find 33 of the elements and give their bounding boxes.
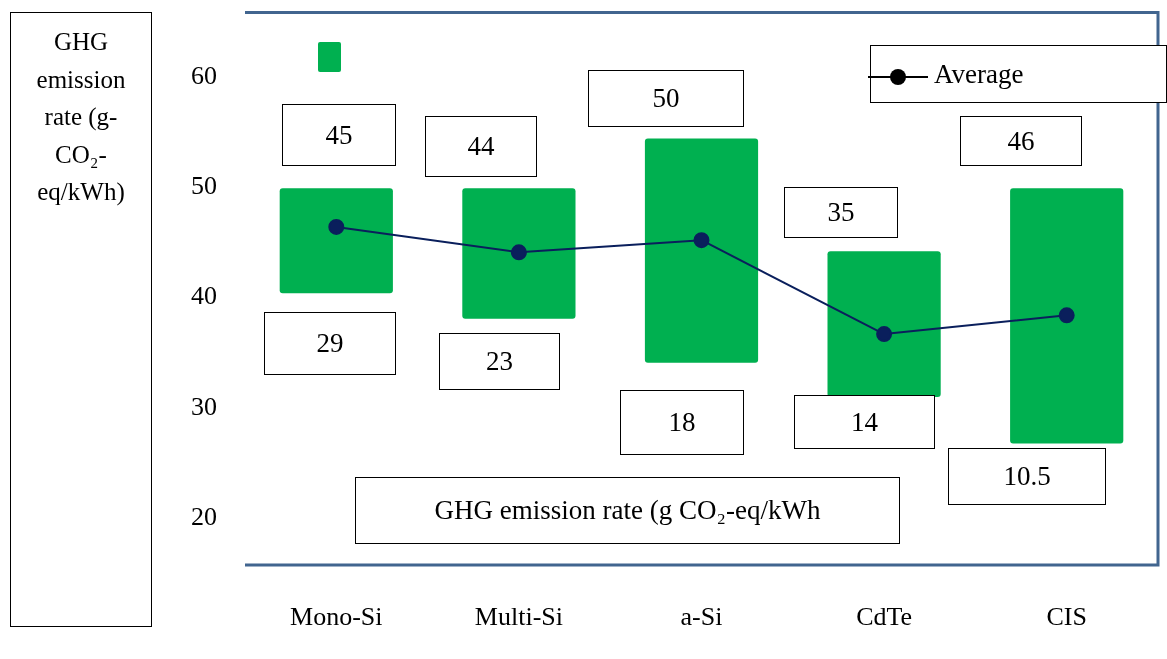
- y-tick-label: 50: [191, 170, 217, 200]
- y-tick-label: 60: [191, 60, 217, 90]
- x-tick-label: Mono-Si: [290, 602, 383, 632]
- y-tick-label: 20: [191, 502, 217, 532]
- bar: [644, 138, 759, 363]
- y-tick-label: 30: [191, 391, 217, 421]
- text-box: 46: [960, 116, 1082, 166]
- x-tick-label: a-Si: [680, 602, 723, 632]
- text-box: 45: [282, 104, 396, 166]
- x-tick-label: Multi-Si: [474, 602, 563, 632]
- y-axis-title: GHG emission rate (g-CO₂-eq/kWh): [10, 12, 152, 627]
- point: [693, 232, 710, 249]
- x-tick-label: CdTe: [856, 602, 913, 632]
- text: Average: [934, 58, 1024, 90]
- point: [1058, 307, 1075, 324]
- text-box: 29: [264, 312, 396, 375]
- text-box: 18: [620, 390, 744, 455]
- y-tick-label: 40: [191, 281, 217, 311]
- bar: [462, 188, 576, 319]
- point: [876, 326, 893, 343]
- text-box: 10.5: [948, 448, 1106, 505]
- text-box: 50: [588, 70, 744, 127]
- bar: [827, 251, 941, 398]
- text-box: 44: [425, 116, 537, 177]
- point: [328, 218, 345, 235]
- bar: [1010, 188, 1124, 444]
- text-box: 35: [784, 187, 898, 238]
- bar: [279, 188, 393, 294]
- x-tick-label: CIS: [1046, 602, 1087, 632]
- text-box: 14: [794, 395, 935, 449]
- text-box: GHG emission rate (g CO₂-eq/kWh: [355, 477, 900, 544]
- text-box: 23: [439, 333, 560, 390]
- point: [510, 244, 527, 261]
